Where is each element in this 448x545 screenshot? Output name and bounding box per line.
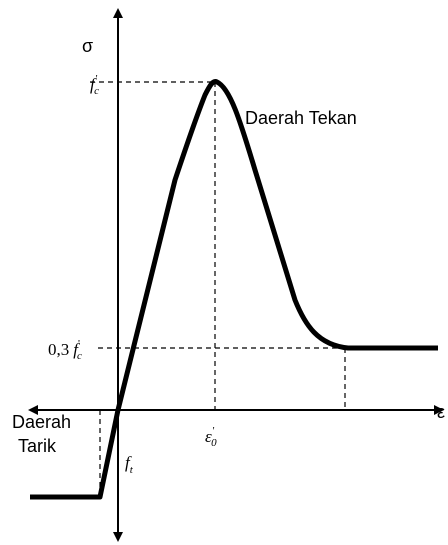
y-axis-label: σ [82,36,93,56]
guides [90,81,346,497]
x-axis-label: ε [437,402,445,422]
strain-label: ε' 0 [205,425,217,449]
tension-region: Tarik [18,436,57,456]
stress-strain-curve [30,79,438,500]
tension-region: Daerah [12,412,71,432]
low-label: 0,3 f' c [48,338,82,362]
tension-label: ft [125,453,134,476]
peak-label: f' c [90,73,99,97]
compression-region: Daerah Tekan [245,108,357,128]
